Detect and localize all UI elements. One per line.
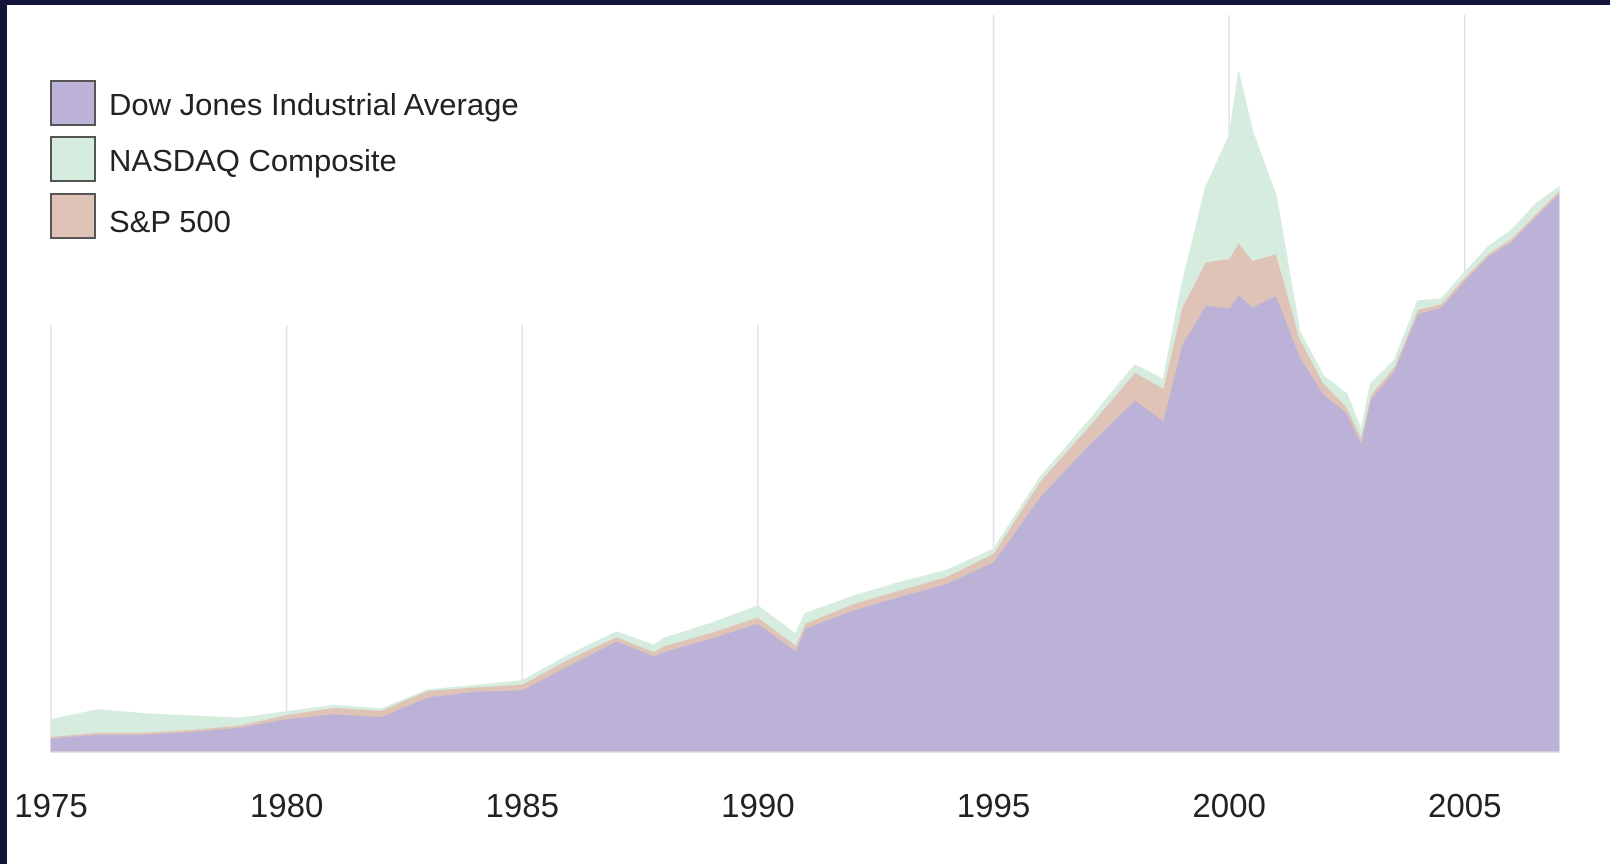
x-tick-labels: 1975 1980 1985 1990 1995 2000 2005	[14, 787, 1501, 824]
area-dow-jones	[50, 192, 1560, 753]
area-nasdaq	[50, 71, 1560, 737]
x-tick-label-2005: 2005	[1428, 787, 1501, 824]
chart-panel: 1975 1980 1985 1990 1995 2000 2005 Dow Jones I…	[7, 5, 1610, 864]
legend-label-dow: Dow Jones Industrial Average	[109, 87, 519, 122]
x-tick-label-1995: 1995	[957, 787, 1030, 824]
x-tick-label-2000: 2000	[1192, 787, 1265, 824]
legend-swatch-nasdaq	[50, 136, 96, 182]
legend-swatch-dow	[50, 80, 96, 126]
legend-label-sp500: S&P 500	[109, 204, 231, 239]
x-tick-label-1985: 1985	[486, 787, 559, 824]
stacked-area-chart: 1975 1980 1985 1990 1995 2000 2005 Dow Jones I…	[14, 15, 1560, 824]
x-tick-label-1975: 1975	[14, 787, 87, 824]
x-tick-label-1980: 1980	[250, 787, 323, 824]
legend-swatch-sp500	[50, 193, 96, 239]
x-tick-label-1990: 1990	[721, 787, 794, 824]
legend-label-nasdaq: NASDAQ Composite	[109, 143, 397, 178]
legend: Dow Jones Industrial Average NASDAQ Comp…	[50, 80, 519, 239]
